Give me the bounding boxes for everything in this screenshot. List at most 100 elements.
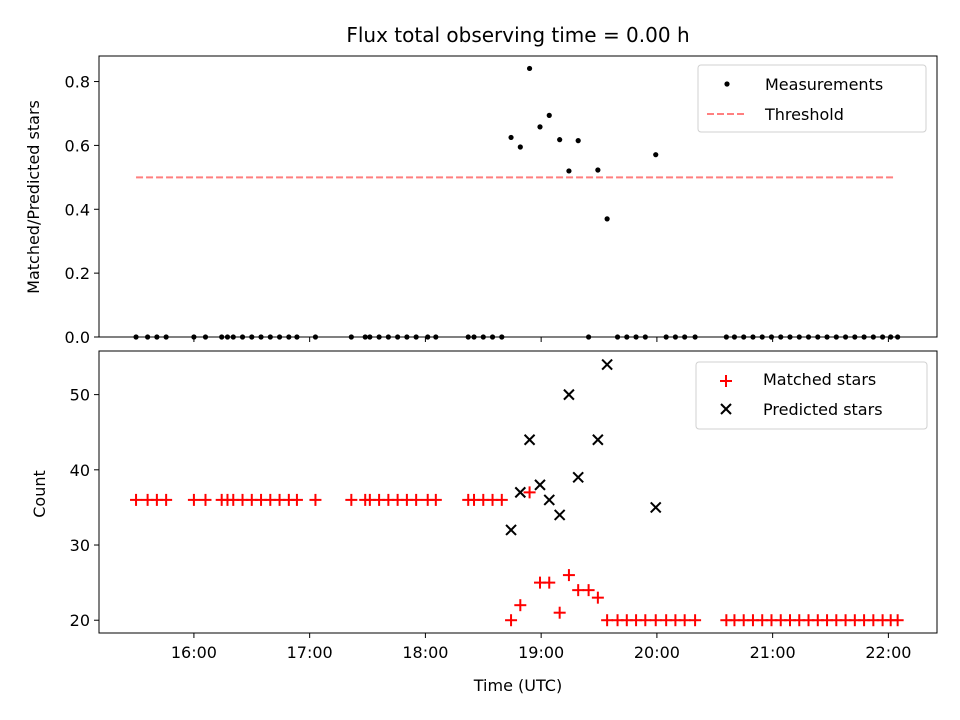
matched-star-point (309, 493, 322, 506)
measurement-point (276, 334, 283, 340)
measurement-point (489, 334, 496, 340)
top-axes-frame (98, 55, 938, 338)
measurement-point (624, 334, 630, 340)
measurement-point (566, 168, 572, 174)
measurement-point (465, 334, 471, 340)
top-y-axis-label: Matched/Predicted stars (24, 100, 43, 294)
bottom-panel: 20 30 40 50 16:00 17:00 18:00 19:00 20:00 21:00 22… (70, 350, 938, 662)
measurement-point (852, 334, 858, 340)
measurement-point (759, 334, 765, 340)
legend-measurements-label: Measurements (765, 75, 883, 94)
matched-star-point (891, 614, 904, 627)
measurement-point (575, 138, 581, 144)
measurement-point (879, 334, 886, 340)
measurement-point (642, 334, 648, 340)
measurement-point (750, 334, 756, 340)
legend-predicted-marker (720, 403, 732, 415)
predicted-star-point (553, 509, 566, 521)
matched-star-point (601, 614, 614, 627)
measurement-point (870, 334, 876, 340)
measurement-point (348, 334, 354, 340)
measurement-point (682, 334, 688, 340)
measurement-point (499, 334, 505, 340)
matched-star-point (514, 599, 527, 612)
measurement-point (824, 334, 830, 340)
matched-star-point (495, 493, 508, 506)
measurement-point (286, 334, 292, 340)
matched-star-point (591, 591, 604, 604)
measurement-point (741, 334, 747, 340)
measurement-point (367, 334, 373, 340)
matched-star-point (160, 493, 173, 506)
top-y-tick-label: 0.2 (65, 264, 90, 283)
matched-star-point (649, 614, 662, 627)
bottom-y-tick-label: 50 (70, 386, 90, 405)
top-panel: 0.0 0.2 0.4 0.6 0.8 (65, 55, 938, 347)
measurement-point (376, 334, 382, 340)
bottom-y-tick-label: 20 (70, 611, 90, 630)
measurement-point (633, 334, 639, 340)
measurement-point (425, 334, 431, 340)
measurement-point (731, 334, 738, 340)
measurement-point (471, 334, 477, 340)
measurement-point (723, 334, 729, 340)
measurement-point (267, 334, 273, 340)
measurement-point (888, 334, 894, 340)
bottom-y-tick-label: 40 (70, 461, 90, 480)
top-y-tick-label: 0.0 (65, 328, 90, 347)
measurement-point (294, 334, 300, 340)
predicted-star-point (601, 358, 613, 371)
bottom-axes-frame (98, 350, 938, 634)
legend-predicted-label: Predicted stars (763, 400, 883, 419)
measurement-point (604, 216, 610, 222)
measurement-point (895, 334, 901, 340)
predicted-star-point (505, 524, 517, 536)
measurement-point (224, 334, 231, 340)
predicted-star-point (572, 471, 584, 484)
measurement-point (787, 334, 793, 340)
matched-star-point (553, 606, 566, 619)
top-y-tick-label: 0.4 (65, 200, 90, 219)
measurement-point (537, 124, 543, 130)
matched-star-point (523, 486, 536, 499)
matched-star-point (543, 576, 556, 589)
measurement-point (191, 334, 197, 340)
measurement-point (833, 334, 839, 340)
bottom-y-axis-label: Count (30, 470, 49, 518)
measurement-point (805, 334, 812, 340)
matched-star-point (290, 493, 303, 506)
measurement-point (796, 334, 802, 340)
legend-measurement-marker (724, 81, 730, 87)
x-tick-label: 21:00 (750, 643, 796, 662)
x-tick-label: 20:00 (634, 643, 680, 662)
measurement-point (778, 334, 784, 340)
measurement-point (653, 152, 659, 158)
legend-matched-marker (720, 375, 732, 387)
predicted-star-point (592, 434, 604, 446)
predicted-star-point (543, 494, 555, 506)
x-axis-label: Time (UTC) (473, 676, 562, 695)
matched-star-point (562, 569, 575, 582)
measurement-point (663, 334, 669, 340)
measurement-point (404, 334, 410, 340)
matched-star-point (572, 584, 585, 597)
measurement-point (219, 334, 225, 340)
measurement-point (557, 137, 563, 143)
measurement-point (508, 134, 514, 141)
measurement-point (230, 334, 236, 340)
x-tick-label: 19:00 (518, 643, 564, 662)
predicted-star-point (534, 479, 546, 491)
measurement-point (480, 334, 486, 340)
matched-star-point (345, 493, 358, 506)
measurement-point (768, 334, 775, 340)
x-tick-label: 18:00 (402, 643, 448, 662)
x-tick-label: 17:00 (287, 643, 333, 662)
legend-threshold-label: Threshold (764, 105, 844, 124)
x-tick-label: 22:00 (865, 643, 911, 662)
measurement-point (202, 334, 209, 340)
measurement-point (815, 334, 821, 340)
bottom-legend: Matched stars Predicted stars (695, 361, 928, 430)
chart-title: Flux total observing time = 0.00 h (346, 23, 689, 47)
top-y-tick-label: 0.8 (65, 73, 90, 92)
